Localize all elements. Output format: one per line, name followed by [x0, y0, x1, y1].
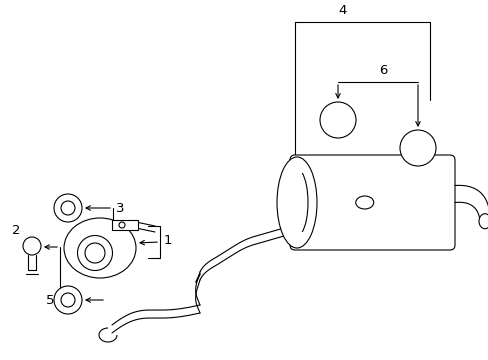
Circle shape — [61, 201, 75, 215]
Ellipse shape — [276, 157, 316, 248]
Circle shape — [23, 237, 41, 255]
Circle shape — [54, 286, 82, 314]
Circle shape — [61, 293, 75, 307]
Ellipse shape — [85, 243, 105, 263]
Ellipse shape — [355, 196, 373, 209]
Text: 1: 1 — [163, 234, 172, 247]
Ellipse shape — [478, 214, 488, 229]
Circle shape — [399, 130, 435, 166]
Text: 3: 3 — [116, 202, 124, 215]
Text: 4: 4 — [338, 4, 346, 17]
Circle shape — [319, 102, 355, 138]
Text: 5: 5 — [46, 293, 54, 306]
Text: 2: 2 — [12, 224, 20, 237]
Ellipse shape — [64, 218, 136, 278]
Circle shape — [54, 194, 82, 222]
Polygon shape — [112, 220, 138, 230]
Text: 6: 6 — [378, 64, 386, 77]
Circle shape — [119, 222, 125, 228]
Ellipse shape — [77, 235, 112, 270]
FancyBboxPatch shape — [289, 155, 454, 250]
